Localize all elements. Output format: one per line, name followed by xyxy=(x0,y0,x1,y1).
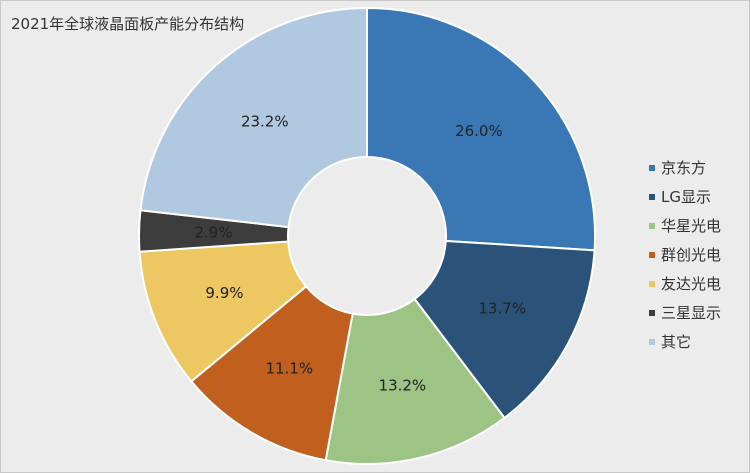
legend-label: 京东方 xyxy=(661,159,707,177)
legend-swatch xyxy=(649,251,655,258)
legend-item: 京东方 xyxy=(649,153,721,182)
data-label: 26.0% xyxy=(455,122,503,140)
legend-item: 群创光电 xyxy=(649,240,721,269)
legend-swatch xyxy=(649,309,655,316)
slice-6 xyxy=(139,6,368,229)
data-label: 9.9% xyxy=(205,284,243,302)
data-label: 13.7% xyxy=(478,300,526,318)
legend-item: LG显示 xyxy=(649,182,721,211)
data-label: 2.9% xyxy=(194,224,232,242)
legend-swatch xyxy=(649,164,655,171)
legend-label: LG显示 xyxy=(661,188,711,206)
legend-item: 其它 xyxy=(649,327,721,356)
legend-label: 群创光电 xyxy=(661,246,722,264)
slice-0 xyxy=(366,6,596,252)
legend: 京东方 LG显示华星光电群创光电友达光电三星显示其它 xyxy=(649,153,721,356)
slice-2 xyxy=(324,297,506,465)
legend-item: 三星显示 xyxy=(649,298,721,327)
slice-1 xyxy=(413,239,596,420)
legend-label: 三星显示 xyxy=(661,304,722,322)
legend-item: 友达光电 xyxy=(649,269,721,298)
legend-item: 华星光电 xyxy=(649,211,721,240)
legend-label: 其它 xyxy=(661,333,692,351)
chart-title: 2021年全球液晶面板产能分布结构 xyxy=(11,15,245,33)
legend-swatch xyxy=(649,222,655,229)
slice-3 xyxy=(189,284,354,462)
data-label: 11.1% xyxy=(265,359,313,377)
data-label: 13.2% xyxy=(379,376,427,394)
legend-label: 友达光电 xyxy=(661,275,722,293)
legend-label: 华星光电 xyxy=(661,217,722,235)
legend-swatch xyxy=(649,338,655,345)
legend-swatch xyxy=(649,280,655,287)
legend-swatch xyxy=(649,193,655,200)
slice-4 xyxy=(138,240,308,383)
data-label: 23.2% xyxy=(241,112,289,130)
